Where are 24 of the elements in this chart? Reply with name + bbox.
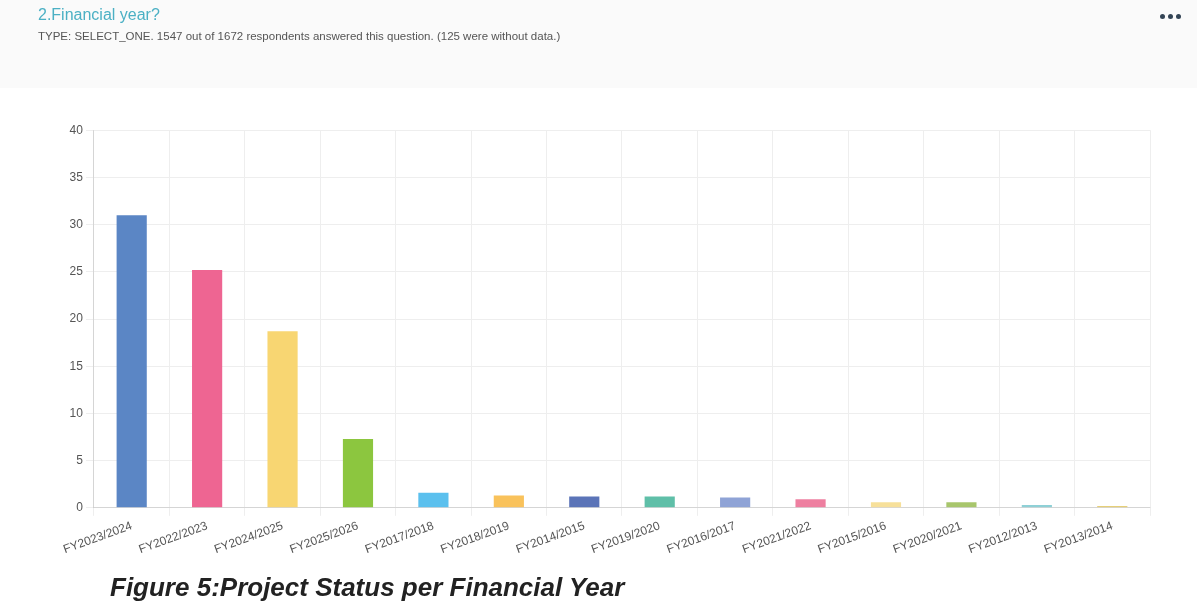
bar	[493, 495, 524, 508]
chart-subtitle: TYPE: SELECT_ONE. 1547 out of 1672 respondents answered this question. (125 were without data.)	[38, 30, 561, 42]
bar	[418, 492, 449, 508]
bar	[946, 502, 977, 508]
bar	[720, 497, 751, 508]
caption: Figure 5:Project Status per Financial Year	[110, 572, 625, 603]
y-tick-label: 30	[69, 216, 84, 231]
y-tick-label: 15	[69, 358, 84, 373]
bar	[342, 438, 374, 508]
bar	[267, 331, 298, 508]
y-tick-label: 10	[69, 405, 84, 420]
bar	[569, 496, 600, 508]
bar	[116, 215, 147, 508]
bar	[644, 496, 675, 508]
y-tick-label: 40	[69, 122, 84, 137]
bar	[795, 499, 826, 508]
bar	[192, 269, 223, 508]
y-tick-label: 35	[69, 169, 84, 184]
y-tick-label: 0	[76, 500, 84, 515]
chart-title: 2.Financial year?	[38, 6, 160, 24]
y-tick-label: 25	[69, 264, 84, 279]
y-tick-label: 20	[69, 311, 84, 326]
y-tick-label: 5	[76, 452, 84, 467]
bar	[870, 502, 902, 508]
